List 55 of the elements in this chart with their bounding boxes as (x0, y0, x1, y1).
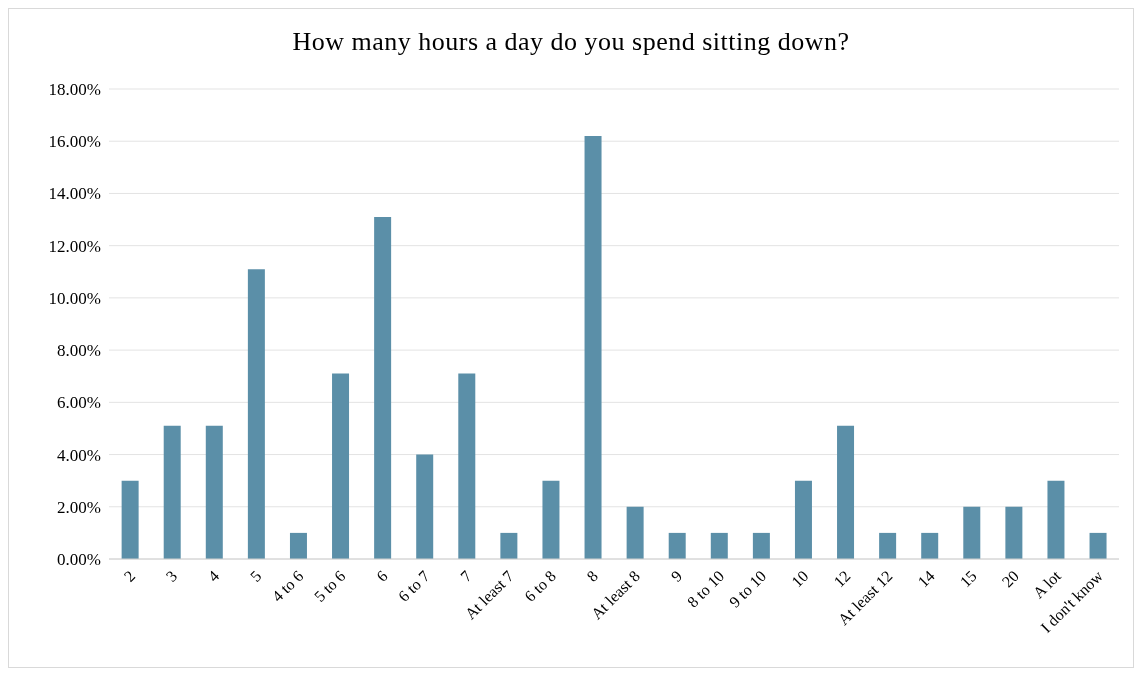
x-tick-label: 6 to 8 (521, 567, 559, 605)
bar (752, 532, 770, 559)
y-tick-label: 16.00% (48, 132, 101, 152)
x-tick-label: 15 (956, 567, 980, 591)
x-tick-label: 2 (120, 567, 139, 585)
bar (921, 532, 939, 559)
bar (458, 373, 476, 559)
y-tick-label: 6.00% (57, 393, 101, 413)
bar (668, 532, 686, 559)
bar (1047, 480, 1065, 559)
y-tick-label: 10.00% (48, 288, 101, 308)
bar (121, 480, 139, 559)
y-tick-label: 0.00% (57, 550, 101, 570)
bar (1089, 532, 1107, 559)
x-tick-label: 6 to 7 (394, 567, 433, 605)
bar (794, 480, 812, 559)
bar (837, 425, 855, 559)
x-tick-label: 14 (914, 567, 938, 591)
y-tick-label: 14.00% (48, 184, 101, 204)
y-tick-label: 18.00% (48, 80, 101, 100)
x-tick-label: 12 (830, 567, 854, 591)
y-tick-label: 4.00% (57, 445, 101, 465)
x-tick-label: 5 (246, 567, 265, 585)
x-tick-label: 3 (162, 567, 181, 585)
bar (374, 216, 392, 559)
bar (542, 480, 560, 559)
bar (205, 425, 223, 559)
y-tick-label: 8.00% (57, 341, 101, 361)
bar (332, 373, 350, 559)
bar (963, 506, 981, 559)
x-tick-label: 9 (667, 567, 686, 585)
x-tick-label: 9 to 10 (725, 567, 770, 611)
bar (416, 454, 434, 559)
chart-title: How many hours a day do you spend sitting down? (291, 26, 851, 58)
bar (879, 532, 897, 559)
bar (584, 136, 602, 559)
x-tick-label: 5 to 6 (310, 567, 349, 605)
bar (710, 532, 728, 559)
x-tick-label: 4 to 6 (268, 567, 307, 605)
y-tick-label: 2.00% (57, 497, 101, 517)
bar (1005, 506, 1023, 559)
x-tick-label: 10 (788, 567, 812, 591)
x-tick-label: 4 (204, 567, 223, 585)
x-tick-label: 20 (998, 567, 1022, 591)
bar (247, 269, 265, 559)
x-tick-label: A lot (1029, 566, 1065, 602)
bar (500, 532, 518, 559)
x-tick-label: 8 to 10 (683, 567, 728, 611)
x-tick-label: 8 (583, 567, 602, 585)
bar (289, 532, 307, 559)
x-tick-label: 6 (372, 567, 391, 585)
y-tick-label: 12.00% (48, 236, 101, 256)
bar (626, 506, 644, 559)
bar (163, 425, 181, 559)
x-tick-label: 7 (457, 567, 475, 585)
